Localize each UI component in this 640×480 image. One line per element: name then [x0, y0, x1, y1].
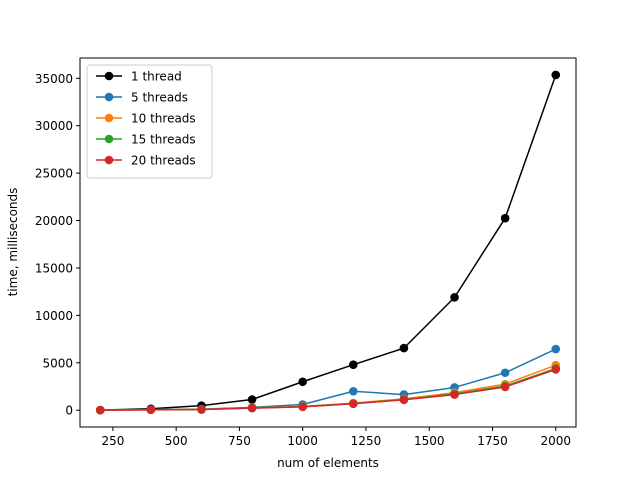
y-tick-label: 20000 [35, 214, 73, 228]
x-tick-label: 1500 [414, 434, 445, 448]
legend-swatch-marker [104, 71, 114, 81]
data-point-20-threads [95, 405, 105, 415]
data-point-5-threads [500, 368, 510, 378]
x-tick-label: 500 [165, 434, 188, 448]
legend-label: 1 thread [131, 70, 182, 84]
series-line-20-threads [100, 368, 557, 411]
legend-label: 20 threads [131, 154, 196, 168]
data-point-20-threads [500, 382, 510, 392]
data-point-20-threads [450, 390, 459, 399]
x-tick-label: 1250 [351, 434, 382, 448]
legend: 1 thread 5 threads 10 threads 15 threads 20 … [86, 64, 213, 179]
y-tick-label: 35000 [35, 72, 73, 86]
y-axis-label: time, milliseconds [6, 188, 20, 297]
y-tick-label: 30000 [35, 119, 73, 133]
x-axis-label: num of elements [277, 456, 379, 470]
legend-swatch-marker [104, 134, 114, 144]
data-point-20-threads [399, 395, 409, 405]
y-tick-label: 15000 [35, 261, 73, 275]
data-point-1-thread [551, 70, 561, 80]
data-point-20-threads [551, 365, 561, 374]
x-axis: 250 500 750 1000 1250 1500 1750 2000 [101, 427, 571, 448]
data-point-20-threads [197, 405, 206, 414]
data-point-20-threads [247, 403, 257, 413]
y-tick-label: 5000 [42, 356, 73, 370]
y-axis: 0 5000 10000 15000 20000 25000 30000 35000 [35, 72, 80, 418]
x-tick-label: 250 [101, 434, 124, 448]
plot-frame [79, 57, 577, 428]
data-point-20-threads [349, 399, 358, 409]
data-point-1-thread [500, 213, 510, 223]
data-point-1-thread [349, 360, 358, 369]
series-layer [95, 70, 561, 415]
data-point-5-threads [551, 344, 561, 354]
legend-label: 10 threads [131, 112, 196, 126]
x-tick-label: 750 [228, 434, 251, 448]
y-tick-label: 25000 [35, 167, 73, 181]
legend-label: 5 threads [131, 91, 188, 105]
x-tick-label: 1000 [287, 434, 318, 448]
data-point-20-threads [146, 405, 156, 415]
data-point-1-thread [399, 343, 409, 353]
legend-label: 15 threads [131, 133, 196, 147]
x-tick-label: 2000 [540, 434, 571, 448]
data-point-1-thread [450, 293, 459, 302]
legend-swatch-marker [104, 92, 114, 102]
x-tick-label: 1750 [477, 434, 508, 448]
series-line-1-thread [100, 74, 557, 411]
legend-swatch-marker [104, 155, 114, 165]
legend-swatch-marker [104, 113, 114, 123]
data-point-5-threads [349, 386, 358, 396]
data-point-1-thread [247, 395, 257, 404]
data-point-1-thread [298, 377, 307, 387]
data-point-20-threads [298, 402, 307, 412]
y-tick-label: 0 [65, 404, 73, 418]
legend-box [86, 64, 213, 179]
y-tick-label: 10000 [35, 309, 73, 323]
